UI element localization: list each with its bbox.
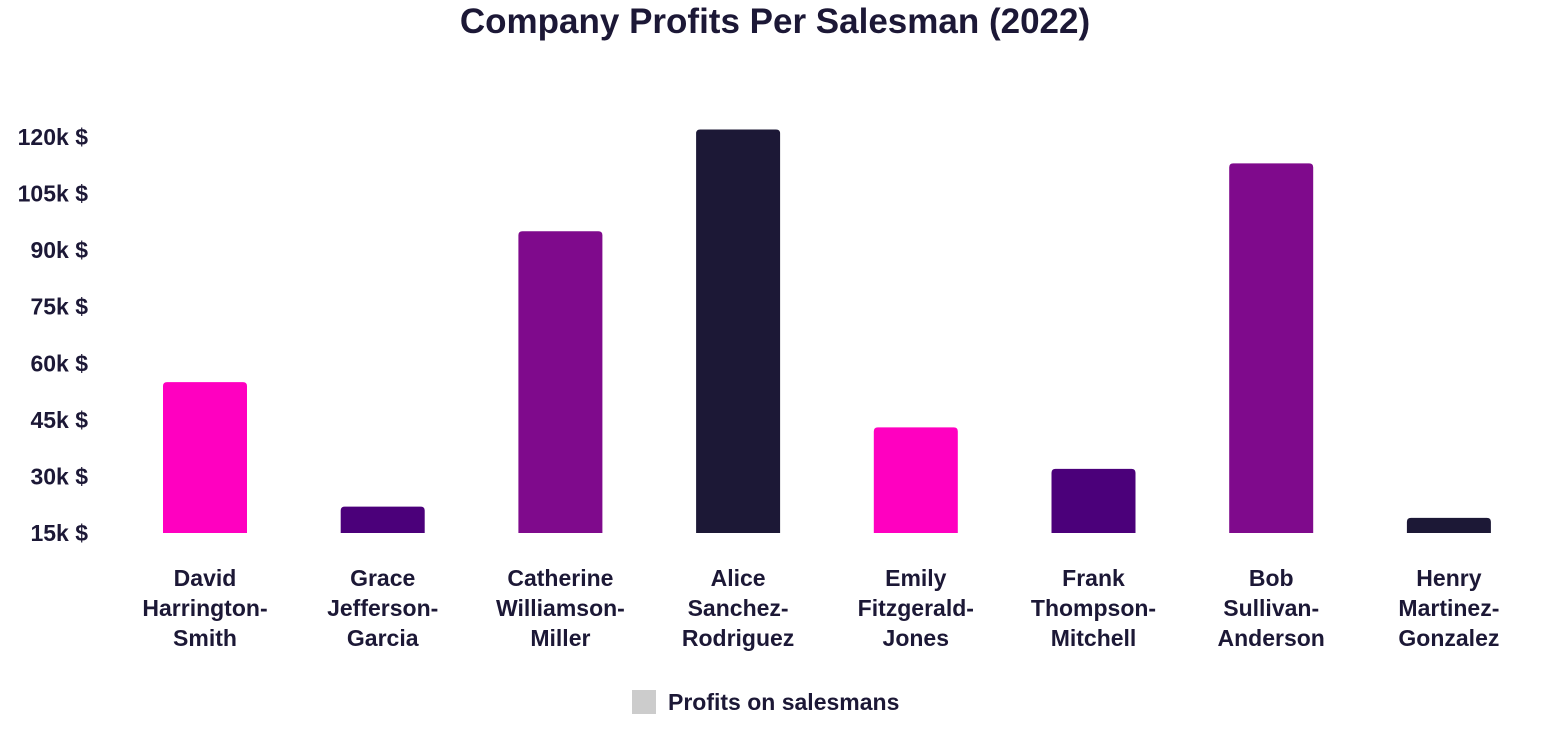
y-tick-label: 90k $ <box>30 237 88 263</box>
y-tick-label: 15k $ <box>30 520 88 546</box>
legend-label: Profits on salesmans <box>668 688 900 715</box>
x-tick-label-line: Harrington- <box>142 595 267 621</box>
x-tick-label: Henry Martinez- Gonzalez <box>1398 565 1499 651</box>
x-tick-label-line: Martinez- <box>1398 595 1499 621</box>
x-tick-label-line: Anderson <box>1218 625 1325 651</box>
x-tick-label-line: Thompson- <box>1031 595 1156 621</box>
y-tick-label: 120k $ <box>18 124 89 150</box>
y-tick-label: 30k $ <box>30 463 88 489</box>
y-tick-label: 60k $ <box>30 350 88 376</box>
x-tick-label-line: Mitchell <box>1051 625 1137 651</box>
bars <box>163 129 1491 534</box>
x-tick-label: Emily Fitzgerald- Jones <box>858 565 974 651</box>
y-tick-label: 75k $ <box>30 294 88 320</box>
x-tick-label-line: Williamson- <box>496 595 625 621</box>
x-tick-label: Alice Sanchez- Rodriguez <box>682 565 794 651</box>
x-tick-label: David Harrington- Smith <box>142 565 267 651</box>
x-tick-label: Catherine Williamson- Miller <box>496 565 625 651</box>
bar[interactable] <box>340 506 425 533</box>
bar[interactable] <box>696 129 781 533</box>
bar[interactable] <box>163 382 247 533</box>
x-tick-label-line: Sullivan- <box>1223 595 1319 621</box>
bar[interactable] <box>1229 163 1314 533</box>
x-tick-label-line: Jones <box>883 625 949 651</box>
x-tick-label-line: Miller <box>530 625 590 651</box>
y-tick-label: 45k $ <box>30 407 88 433</box>
x-tick-label-line: Bob <box>1249 565 1294 591</box>
x-tick-label-line: Alice <box>711 565 766 591</box>
x-tick-label-line: Jefferson- <box>327 595 438 621</box>
x-tick-label-line: Catherine <box>507 565 613 591</box>
y-tick-label: 105k $ <box>18 181 89 207</box>
x-tick-label-line: Grace <box>350 565 415 591</box>
x-tick-label-line: Rodriguez <box>682 625 794 651</box>
x-tick-label-line: Gonzalez <box>1398 625 1499 651</box>
x-tick-label: Frank Thompson- Mitchell <box>1031 565 1156 651</box>
x-tick-label-line: Fitzgerald- <box>858 595 974 621</box>
x-tick-label-line: Sanchez- <box>688 595 789 621</box>
bar[interactable] <box>1051 468 1136 533</box>
x-axis: David Harrington- Smith Grace Jefferson- Garc… <box>142 565 1499 651</box>
x-tick-label-line: Smith <box>173 625 237 651</box>
legend-swatch <box>632 690 656 714</box>
x-tick-label-line: Henry <box>1416 565 1481 591</box>
x-tick-label-line: David <box>174 565 237 591</box>
chart-title: Company Profits Per Salesman (2022) <box>459 2 1091 41</box>
x-tick-label-line: Garcia <box>347 625 419 651</box>
x-tick-label-line: Frank <box>1062 565 1125 591</box>
bar[interactable] <box>1406 517 1491 533</box>
legend[interactable]: Profits on salesmans <box>632 688 899 716</box>
bar[interactable] <box>873 427 958 533</box>
x-tick-label-line: Emily <box>885 565 947 591</box>
x-tick-label: Bob Sullivan- Anderson <box>1218 565 1325 651</box>
bar[interactable] <box>518 231 603 534</box>
y-axis: 15k $ 30k $ 45k $ 60k $ 75k $ 90k $ 105k $ 120k… <box>18 124 89 546</box>
x-tick-label: Grace Jefferson- Garcia <box>327 565 438 651</box>
